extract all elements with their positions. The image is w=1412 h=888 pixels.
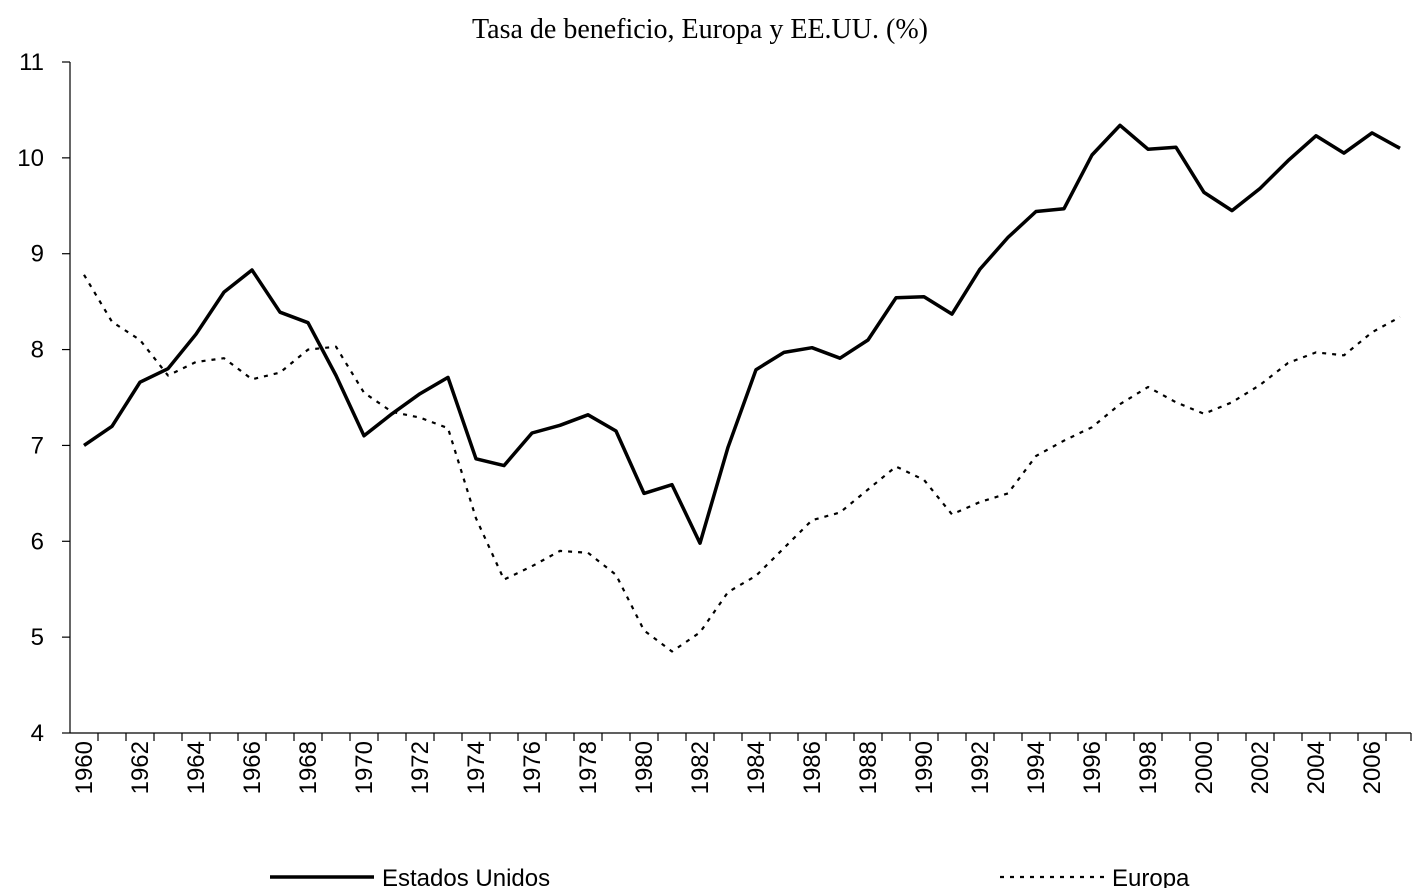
series-line <box>83 123 1401 545</box>
x-tick-label: 1966 <box>239 741 266 794</box>
y-tick-label: 9 <box>31 241 44 268</box>
y-tick-label: 10 <box>17 145 44 172</box>
y-tick-label: 8 <box>31 337 44 364</box>
x-tick-label: 1960 <box>71 741 98 794</box>
x-tick-label: 1992 <box>967 741 994 794</box>
x-tick-label: 1986 <box>799 741 826 794</box>
x-tick-label: 1998 <box>1135 741 1162 794</box>
x-tick-label: 1978 <box>575 741 602 794</box>
y-tick-label: 11 <box>19 49 44 76</box>
x-tick-label: 1982 <box>687 741 714 794</box>
series-line <box>83 274 1401 653</box>
x-tick-label: 1976 <box>519 741 546 794</box>
x-tick-label: 1962 <box>127 741 154 794</box>
x-tick-label: 2006 <box>1359 741 1386 794</box>
x-tick-label: 1984 <box>743 741 770 794</box>
chart-title: Tasa de beneficio, Europa y EE.UU. (%) <box>472 14 928 45</box>
x-tick-label: 1994 <box>1023 741 1050 794</box>
x-tick-label: 1988 <box>855 741 882 794</box>
x-tick-label: 2000 <box>1191 741 1218 794</box>
x-tick-label: 1968 <box>295 741 322 794</box>
y-tick-label: 7 <box>31 432 44 459</box>
x-tick-label: 2004 <box>1303 741 1330 794</box>
y-tick-label: 5 <box>31 624 44 651</box>
x-tick-label: 1974 <box>463 741 490 794</box>
x-tick-label: 1990 <box>911 741 938 794</box>
x-tick-label: 1996 <box>1079 741 1106 794</box>
legend-label: Estados Unidos <box>382 865 550 888</box>
x-tick-label: 1972 <box>407 741 434 794</box>
x-tick-label: 2002 <box>1247 741 1274 794</box>
x-tick-label: 1970 <box>351 741 378 794</box>
legend-label: Europa <box>1112 865 1190 888</box>
y-tick-label: 6 <box>31 528 44 555</box>
x-tick-label: 1964 <box>183 741 210 794</box>
x-tick-label: 1980 <box>631 741 658 794</box>
y-tick-label: 4 <box>31 720 44 747</box>
